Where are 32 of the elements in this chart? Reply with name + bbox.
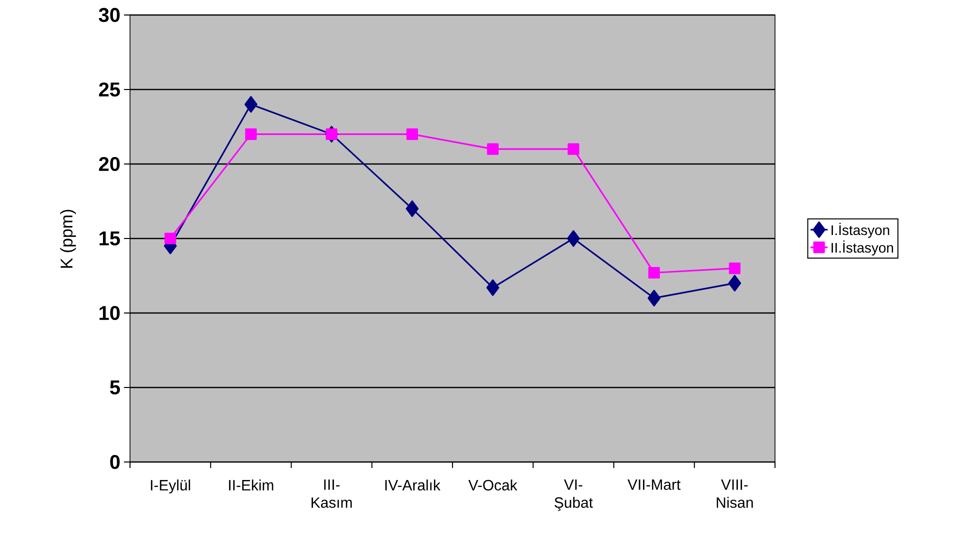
legend-label: I.İstasyon <box>832 222 890 238</box>
point <box>487 143 499 155</box>
y-tick-label: 25 <box>99 82 120 97</box>
point <box>486 279 500 296</box>
y-tick-label: 0 <box>110 454 120 470</box>
y-tick-label: 20 <box>99 156 120 172</box>
x-tick-label: I-Eylül <box>150 480 190 494</box>
point <box>164 232 176 244</box>
point <box>567 230 580 247</box>
point <box>406 128 418 140</box>
x-tick-label: VII-Mart <box>628 480 681 490</box>
x-tick-label: V-Ocak <box>468 480 518 490</box>
x-tick-label: VI-Şubat <box>554 480 593 511</box>
x-tick-label: VIII-Nisan <box>716 480 753 508</box>
point <box>648 290 660 306</box>
point <box>728 262 740 274</box>
y-tick-label: 5 <box>110 380 120 394</box>
y-tick-label: 10 <box>100 306 120 320</box>
point <box>568 143 580 155</box>
x-tick-label: II-Ekim <box>229 480 274 490</box>
point <box>245 128 257 140</box>
y-tick-label: 30 <box>98 8 120 22</box>
y-axis-title: K (ppm) <box>60 210 76 268</box>
x-tick-label: III-Kasım <box>312 480 352 508</box>
point <box>326 128 338 140</box>
point <box>406 200 419 217</box>
point <box>244 96 258 113</box>
point <box>648 266 660 279</box>
x-tick-label: IV-Aralık <box>385 480 440 490</box>
point <box>728 274 742 292</box>
y-tick-label: 15 <box>100 232 120 246</box>
legend-label: II.İstasyon <box>832 240 894 256</box>
